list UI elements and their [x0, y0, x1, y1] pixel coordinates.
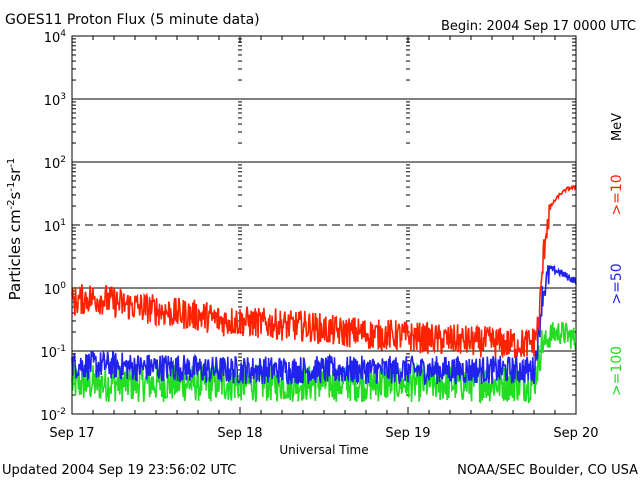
y-tick-label: 10-1 [40, 344, 66, 361]
x-axis-title: Universal Time [279, 443, 368, 457]
series-line-ge50 [71, 264, 577, 386]
data-series [71, 184, 577, 404]
chart-title: GOES11 Proton Flux (5 minute data) [5, 12, 260, 28]
legend-label-ge100: >=100 [609, 346, 625, 396]
y-tick-label: 10-2 [40, 407, 66, 424]
threshold-lines [72, 98, 576, 352]
y-axis-title-group: Particles cm-2s-1sr-1 [6, 158, 24, 301]
y-axis-title: Particles cm-2s-1sr-1 [6, 158, 24, 301]
x-tick-labels: Sep 17 Sep 18 Sep 19 Sep 20 [49, 426, 598, 441]
x-tick-label: Sep 20 [553, 426, 598, 441]
x-tick-label: Sep 17 [49, 426, 94, 441]
y-tick-label: 103 [44, 92, 66, 109]
footer-updated: Updated 2004 Sep 19 23:56:02 UTC [2, 463, 236, 478]
begin-label: Begin: 2004 Sep 17 0000 UTC [441, 19, 636, 34]
series-line-ge10 [71, 184, 577, 359]
y-tick-label: 100 [44, 281, 67, 298]
x-tick-label: Sep 19 [385, 426, 430, 441]
y-tick-label: 101 [44, 218, 66, 235]
legend-units-label: MeV [610, 113, 625, 141]
y-tick-label: 102 [44, 155, 66, 172]
footer-source: NOAA/SEC Boulder, CO USA [457, 463, 638, 478]
legend-label-ge10: >=10 [609, 174, 625, 215]
plot-frame [71, 35, 577, 415]
legend: MeV >=10 >=50 >=100 [609, 113, 625, 396]
y-tick-labels: 10-2 10-1 100 101 102 103 104 [40, 29, 66, 424]
y-tick-label: 104 [44, 29, 67, 46]
x-tick-label: Sep 18 [217, 426, 262, 441]
legend-label-ge50: >=50 [609, 263, 625, 304]
